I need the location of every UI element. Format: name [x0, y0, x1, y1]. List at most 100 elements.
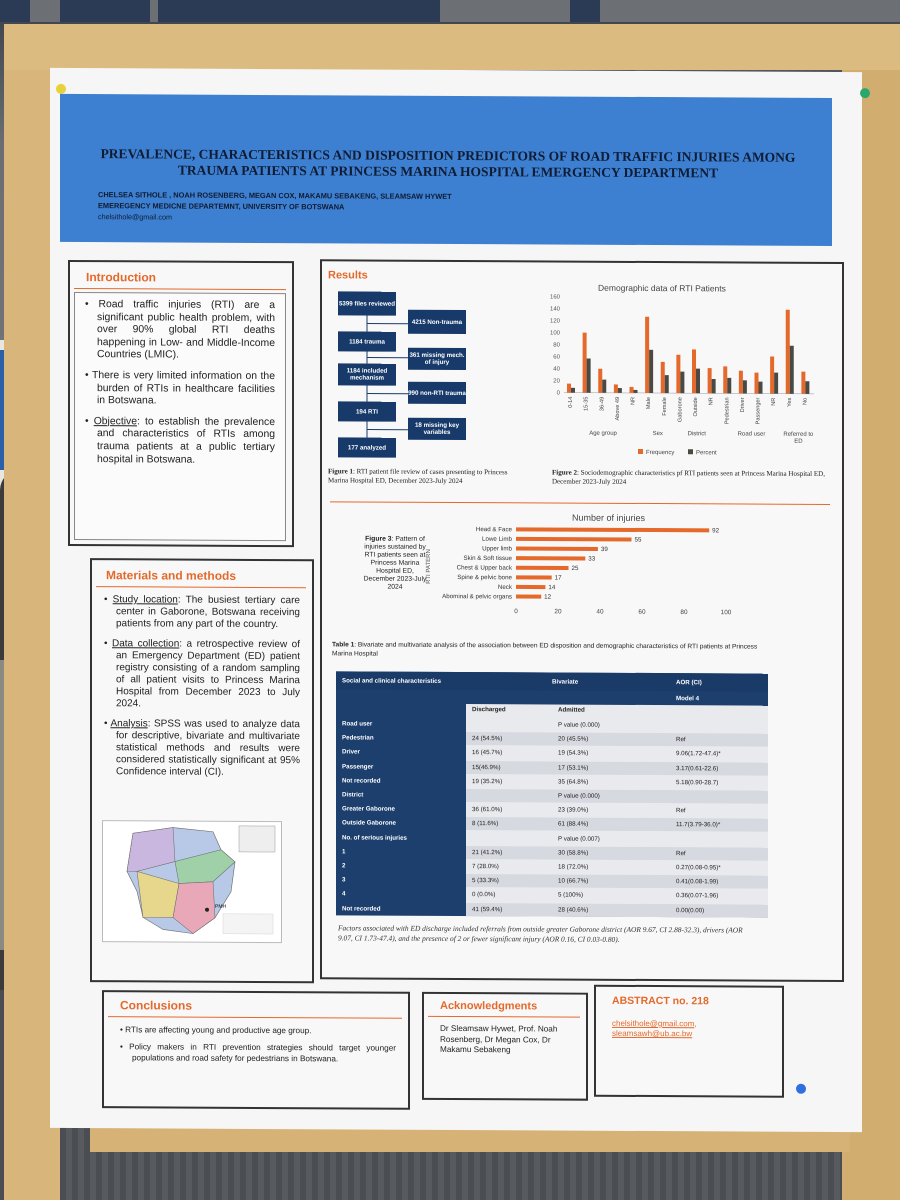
table-cell: 61 (88.4%): [558, 820, 589, 829]
table-cell: Greater Gaborone: [342, 805, 395, 813]
methods-heading: Materials and methods: [106, 568, 237, 583]
bar: [805, 381, 810, 394]
table1-caption: Table 1: Bivariate and multivariate anal…: [332, 641, 758, 658]
table-cell: 17 (53.1%): [558, 764, 589, 772]
figure3-caption: Figure 3: Pattern of injuries sustained …: [363, 535, 427, 591]
x-tick-label: 80: [680, 609, 688, 616]
y-tick-label: 40: [553, 367, 560, 373]
x-tick-label: Pedestrian: [724, 397, 730, 424]
bar: [645, 316, 650, 394]
table-cell: Ref: [676, 807, 686, 815]
table-cell: 8 (11.6%): [472, 820, 499, 828]
table-row: Not recorded 41 (59.4%) 28 (40.6%) 0.00(0.0…: [336, 902, 768, 918]
table-cell: Passenger: [342, 762, 374, 771]
injury-chart-ylabel: RTI PATERN: [426, 549, 432, 584]
bar: [598, 368, 603, 393]
group-label: ED: [794, 439, 803, 445]
table-cell: 9.06(1.72-47.4)*: [676, 750, 721, 758]
injury-value-label: 55: [635, 537, 642, 544]
table-cell: 16 (45.7%): [472, 749, 503, 757]
acknowledgments-heading: Acknowledgments: [440, 999, 538, 1013]
bar: [738, 370, 743, 394]
methods-section: Materials and methods • Study location: …: [90, 558, 314, 984]
bar: [602, 379, 607, 393]
table-cell: 28 (40.6%): [558, 906, 589, 914]
legend-swatch: [688, 449, 693, 455]
bar: [629, 386, 634, 393]
table-cell: 0.00(0.00): [676, 906, 705, 914]
injury-bar: [516, 556, 586, 561]
bar: [742, 380, 747, 394]
y-tick-label: 100: [550, 330, 561, 336]
bar: [696, 368, 700, 394]
table-cell: Not recorded: [342, 777, 381, 785]
injury-value-label: 12: [544, 594, 551, 601]
bar: [711, 378, 716, 394]
table-cell: 3.17(0.61-22.6): [676, 764, 719, 772]
acknowledgments-section: Acknowledgments Dr Sleamsaw Hywet, Prof.…: [422, 991, 588, 1101]
bar: [613, 384, 618, 393]
table-cell: 0.27(0.08-0.95)*: [676, 864, 721, 872]
abstract-email-separator: ,: [694, 1019, 697, 1029]
group-label: Road user: [738, 431, 766, 437]
group-label: Sex: [653, 431, 663, 437]
x-tick-label: Above 49: [615, 397, 621, 421]
conclusion-bullet: • RTIs are affecting young and productiv…: [120, 1025, 312, 1036]
bar: [692, 349, 696, 394]
x-tick-label: Female: [662, 397, 668, 416]
bar: [754, 372, 759, 394]
table-cell: 15(46.9%): [472, 763, 501, 771]
table-cell: 35 (64.8%): [558, 778, 589, 786]
table-cell: No. of serious injuries: [342, 833, 407, 842]
table-cell: 1: [342, 848, 346, 856]
group-label: Referred to: [783, 432, 814, 438]
table-header: Model 4: [676, 695, 700, 703]
bar: [707, 368, 712, 394]
results-section: Results 5399 files reviewed 1184 trauma …: [320, 259, 844, 983]
acknowledgments-text: Dr Sleamsaw Hywet, Prof. Noah Rosenberg,…: [440, 1023, 558, 1055]
blue-pin-icon: [796, 1083, 806, 1094]
table-cell: Ref: [676, 849, 686, 857]
table-subheader: Discharged: [472, 706, 506, 714]
x-tick-label: 0-14: [568, 397, 574, 408]
introduction-section: Introduction • Road traffic injuries (RT…: [68, 259, 294, 548]
table-cell: 20 (45.5%): [558, 735, 589, 743]
table-header: Social and clinical characteristics: [342, 677, 442, 685]
methods-bullet: • Study location: The busiest tertiary c…: [104, 594, 300, 631]
bar: [660, 361, 665, 394]
demographic-chart-svg: 0 20 40 60 80 100 120 140 160 0-14 15-35 36-49 Above…: [550, 294, 814, 456]
table-cell: 5.18(0.90-28.7): [676, 778, 719, 787]
bar: [617, 388, 622, 393]
demographic-chart: Demographic data of RTI Patients 0 20 40 60…: [528, 278, 828, 476]
injury-category-label: Head & Face: [476, 526, 513, 533]
conclusions-heading: Conclusions: [120, 998, 193, 1013]
table-cell: 5 (33.3%): [472, 877, 499, 885]
table-cell: 19 (35.2%): [472, 777, 503, 786]
abstract-email-link[interactable]: sleamsawh@ub.ac.bw: [612, 1028, 693, 1039]
bar: [676, 354, 681, 394]
bar: [633, 389, 638, 393]
conclusions-section: Conclusions • RTIs are affecting young a…: [102, 990, 410, 1110]
table-cell: 5 (100%): [558, 891, 584, 900]
bar: [789, 345, 794, 394]
table-cell: P value (0.000): [558, 721, 600, 729]
y-tick-label: 0: [557, 391, 561, 397]
introduction-body: • Road traffic injuries (RTI) are a sign…: [74, 291, 286, 542]
flow-diagram: 5399 files reviewed 1184 trauma 1184 inc…: [322, 261, 842, 458]
abstract-email-link[interactable]: chelsithole@gmail.com: [612, 1018, 695, 1029]
legend-swatch: [638, 448, 643, 454]
group-label: District: [688, 431, 707, 437]
bar: [649, 349, 654, 394]
bar: [582, 332, 587, 393]
injury-bar: [516, 536, 632, 542]
injury-category-label: Chest & Upper back: [457, 564, 513, 571]
table-cell: 24 (54.5%): [472, 735, 503, 743]
table-cell: 0 (0.0%): [472, 891, 496, 899]
yellow-pin-icon: [56, 83, 66, 94]
injury-value-label: 14: [548, 584, 555, 591]
conclusion-bullet: • Policy makers in RTI prevention strate…: [120, 1042, 396, 1064]
table-cell: Road user: [342, 720, 373, 728]
bar: [770, 356, 775, 394]
botswana-map: PMH: [102, 820, 282, 944]
y-tick-label: 120: [550, 318, 561, 324]
